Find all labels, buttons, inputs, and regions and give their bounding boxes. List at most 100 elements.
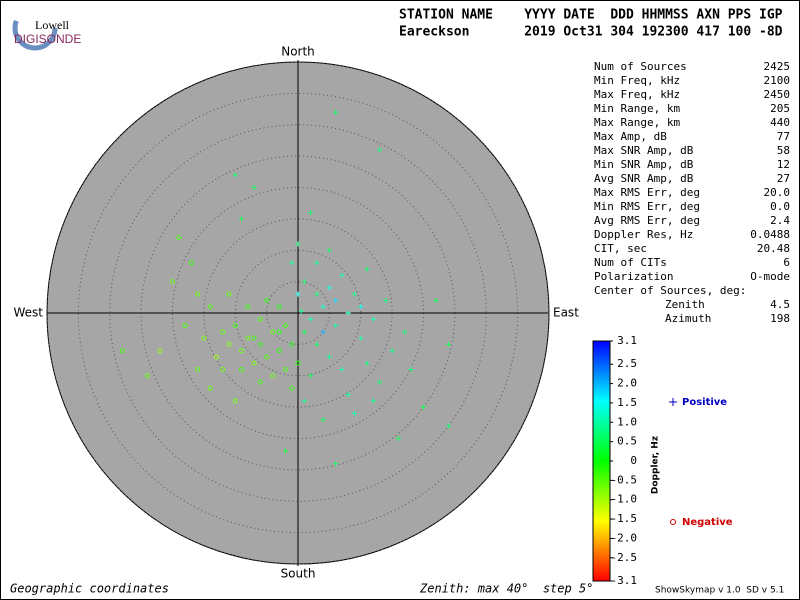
colorbar [592, 340, 611, 582]
source-negative [276, 304, 282, 310]
stat-value: 2450 [764, 88, 791, 101]
stat-label: Polarization [594, 270, 673, 283]
source-negative [282, 366, 288, 372]
colorbar-label: Doppler, Hz [651, 436, 661, 494]
source-positive [326, 247, 332, 253]
source-positive [326, 354, 332, 360]
direction-label: East [553, 306, 579, 320]
source-negative [251, 360, 257, 366]
stat-label: Max SNR Amp, dB [594, 144, 694, 157]
source-negative [213, 354, 219, 360]
stat-value: 0.0 [770, 200, 790, 213]
source-positive [314, 341, 320, 347]
source-negative [170, 279, 175, 285]
stat-value: O-mode [750, 270, 790, 283]
colorbar-tick-label: -3.1 [611, 574, 638, 587]
colorbar-tick-label: 1.0 [617, 415, 637, 428]
source-negative [195, 366, 201, 372]
source-negative [251, 335, 257, 341]
source-positive [370, 398, 376, 404]
colorbar-tick-label: -1.0 [611, 493, 638, 506]
source-positive [339, 272, 345, 278]
source-negative [270, 329, 276, 335]
stat-value: 58 [777, 144, 790, 157]
source-positive [308, 316, 314, 322]
source-negative [182, 323, 188, 329]
stat-label: Max RMS Err, deg [594, 186, 700, 199]
stat-value: 2425 [764, 60, 791, 73]
colorbar-tick-label: 0.5 [617, 435, 637, 448]
source-positive [301, 279, 307, 285]
footer-middle: Zenith: max 40° step 5° [419, 582, 593, 596]
source-positive [377, 147, 383, 153]
source-negative [239, 366, 245, 372]
source-positive [446, 341, 452, 347]
footer-right: ShowSkymap v 1.0 SD v 5.1 [655, 586, 784, 596]
source-positive [421, 404, 426, 410]
source-positive [314, 291, 320, 297]
source-positive [232, 172, 238, 178]
colorbar-tick-label: -0.5 [611, 473, 638, 486]
source-negative [264, 297, 270, 303]
source-positive [320, 329, 326, 335]
source-positive [320, 304, 326, 310]
source-positive [383, 297, 389, 303]
logo-top: Lowell [35, 18, 70, 32]
stat-label: Min SNR Amp, dB [594, 158, 694, 171]
source-positive [402, 329, 408, 335]
stat-value: 2.4 [770, 214, 790, 227]
source-negative [220, 329, 226, 335]
stat-label: Avg SNR Amp, dB [594, 172, 694, 185]
center-row-value: 198 [770, 312, 790, 325]
colorbar-tick-label: 0 [630, 454, 637, 467]
header-values: Eareckson 2019 Oct31 304 192300 417 100 … [399, 25, 783, 40]
stat-value: 77 [777, 130, 790, 143]
colorbar-tick-label: -2.0 [611, 531, 638, 544]
source-positive [446, 423, 452, 429]
source-positive [289, 260, 295, 266]
source-negative [232, 323, 238, 329]
source-negative [245, 335, 251, 341]
source-negative [264, 354, 270, 360]
source-negative [207, 385, 213, 391]
colorbar-tick-label: 1.5 [617, 396, 637, 409]
source-positive [358, 335, 364, 341]
source-negative [289, 341, 295, 347]
source-negative [276, 329, 282, 335]
source-positive [333, 109, 339, 115]
source-negative [119, 348, 125, 354]
center-row-value: 4.5 [770, 298, 790, 311]
source-positive [298, 308, 304, 314]
source-positive [301, 329, 307, 335]
source-positive [370, 316, 376, 322]
stat-value: 27 [777, 172, 790, 185]
logo-bottom: DIGISONDE [14, 32, 81, 46]
source-negative [157, 348, 163, 354]
stat-value: 6 [783, 256, 790, 269]
stat-label: Min RMS Err, deg [594, 200, 700, 213]
source-positive [301, 398, 307, 404]
legend-plus [669, 398, 677, 406]
legend-negative: Negative [682, 517, 733, 528]
source-positive [364, 266, 370, 272]
source-positive [295, 241, 301, 247]
source-negative [188, 260, 194, 266]
stat-value: 0.0488 [750, 228, 790, 241]
stat-label: CIT, sec [594, 242, 647, 255]
stat-label: Num of Sources [594, 60, 687, 73]
source-positive [314, 260, 320, 266]
source-negative [226, 341, 232, 347]
legend-positive: Positive [682, 397, 727, 408]
source-negative [245, 304, 251, 310]
source-negative [207, 304, 213, 310]
source-negative [295, 360, 301, 366]
source-positive [364, 360, 370, 366]
source-negative [276, 348, 282, 354]
source-positive [295, 291, 301, 297]
source-negative [226, 291, 232, 297]
stat-label: Avg RMS Err, deg [594, 214, 700, 227]
legend-circle [670, 519, 676, 525]
source-negative [232, 398, 238, 404]
direction-label: North [281, 45, 315, 59]
